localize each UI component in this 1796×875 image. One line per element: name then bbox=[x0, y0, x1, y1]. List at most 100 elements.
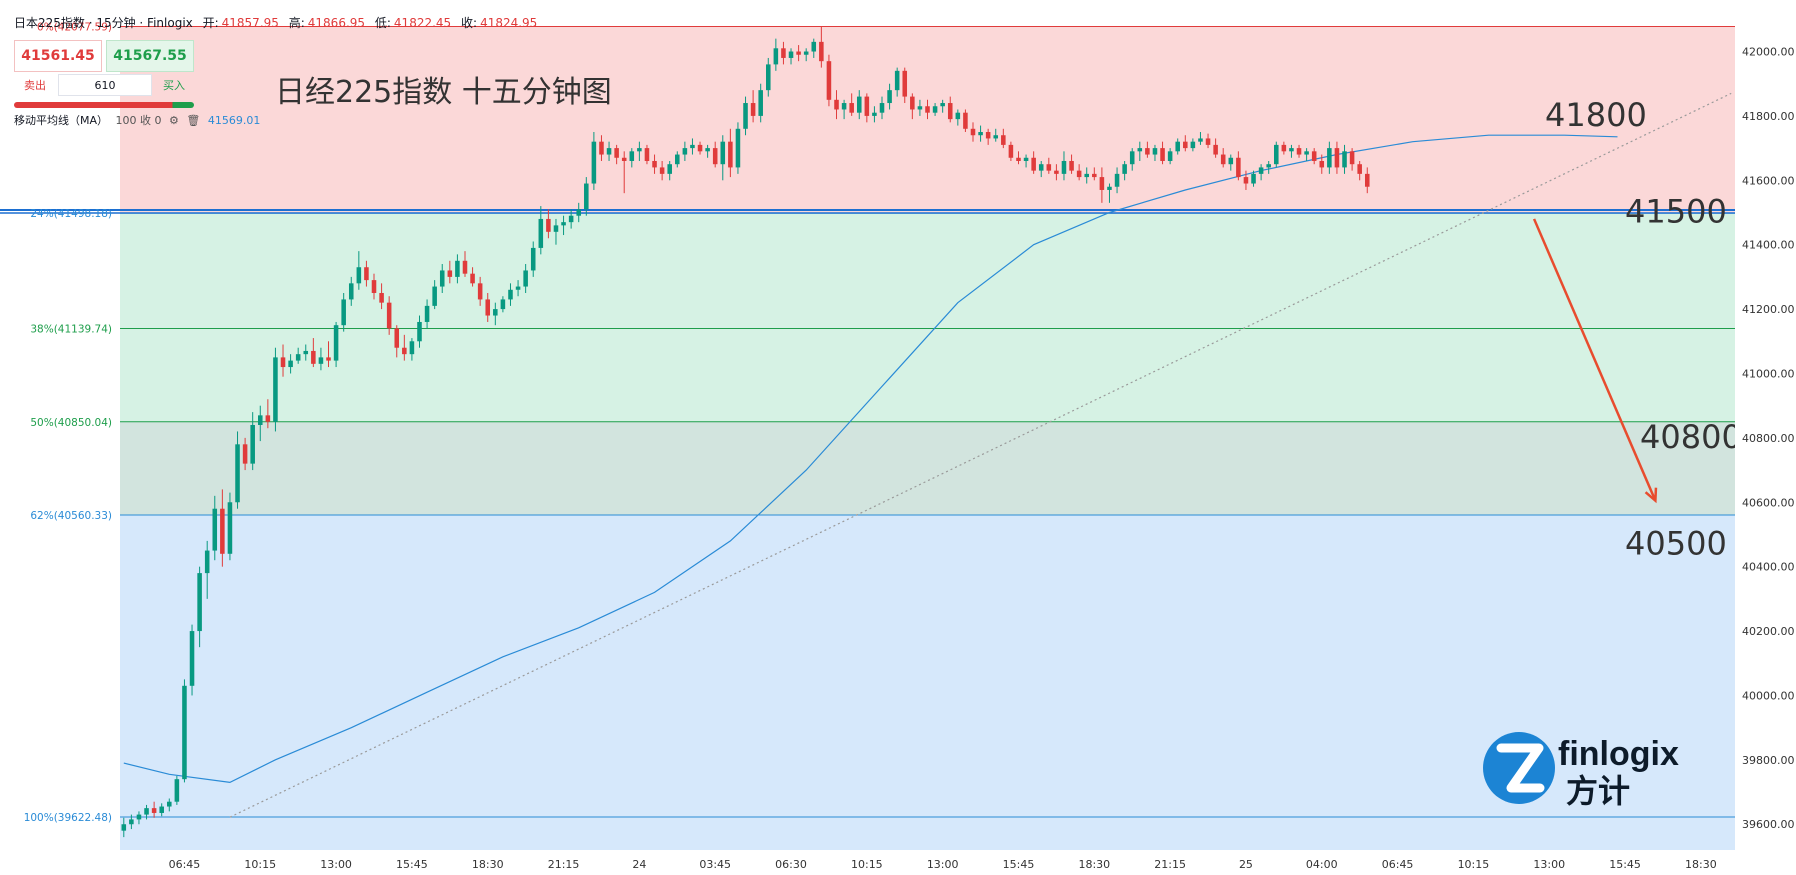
candle bbox=[584, 177, 589, 216]
logo-text-top: finlogix bbox=[1558, 735, 1679, 773]
candle-body bbox=[910, 96, 915, 110]
candle-body bbox=[902, 70, 908, 97]
candle bbox=[955, 109, 961, 126]
candle bbox=[371, 273, 377, 300]
candle bbox=[985, 128, 991, 145]
candle-body bbox=[485, 299, 491, 316]
symbol-name[interactable]: 日本225指数 · 15分钟 · Finlogix bbox=[14, 16, 193, 30]
x-tick-label: 21:15 bbox=[548, 858, 580, 871]
candle-body bbox=[1311, 151, 1317, 161]
candle bbox=[204, 540, 210, 599]
candle bbox=[508, 283, 513, 306]
candle-body bbox=[1122, 164, 1127, 174]
sell-price-button[interactable]: 41561.45 bbox=[14, 40, 102, 72]
forecast-arrow bbox=[1532, 218, 1657, 502]
candle bbox=[197, 566, 202, 648]
candle-body bbox=[189, 631, 195, 686]
candle-body bbox=[1099, 177, 1105, 190]
candle-body bbox=[1190, 141, 1196, 149]
candle-body bbox=[220, 508, 225, 554]
buy-price-button[interactable]: 41567.55 bbox=[106, 40, 194, 72]
candle bbox=[682, 141, 688, 161]
candle-body bbox=[257, 415, 263, 425]
candle-body bbox=[561, 222, 566, 226]
x-tick-label: 13:00 bbox=[927, 858, 959, 871]
candle bbox=[333, 321, 339, 368]
candle bbox=[500, 296, 506, 313]
candle-body bbox=[659, 167, 665, 174]
candle bbox=[546, 209, 551, 239]
candle bbox=[417, 315, 422, 348]
candle bbox=[257, 405, 263, 442]
candle bbox=[227, 492, 233, 561]
candle-body bbox=[523, 270, 528, 287]
candle-body bbox=[985, 132, 991, 139]
candle-body bbox=[1031, 157, 1036, 171]
candle-body bbox=[462, 260, 468, 274]
candle bbox=[781, 41, 786, 65]
candle-body bbox=[872, 112, 877, 116]
candle-body bbox=[599, 141, 604, 155]
candle bbox=[864, 93, 870, 123]
candle bbox=[1334, 141, 1340, 174]
candle-body bbox=[303, 350, 309, 355]
candle bbox=[394, 325, 400, 358]
candle-body bbox=[1145, 148, 1150, 155]
x-tick-label: 06:45 bbox=[169, 858, 201, 871]
quantity-input[interactable]: 610 bbox=[58, 74, 152, 96]
settings-icon[interactable]: ⚙ bbox=[169, 114, 179, 127]
candle bbox=[144, 804, 149, 820]
candle bbox=[477, 276, 483, 306]
candle bbox=[470, 267, 475, 287]
buy-button[interactable]: 买入 bbox=[163, 79, 185, 92]
candle bbox=[1243, 170, 1249, 190]
candle bbox=[1357, 160, 1362, 181]
logo-z-icon bbox=[1496, 743, 1545, 793]
indicator-name[interactable]: 移动平均线（MA） bbox=[14, 114, 109, 127]
candle bbox=[826, 54, 832, 107]
candle-body bbox=[834, 99, 839, 110]
candle-body bbox=[553, 225, 559, 232]
candle-body bbox=[1084, 173, 1089, 178]
candle bbox=[1167, 148, 1173, 165]
candle-body bbox=[477, 283, 483, 300]
candle-body bbox=[1334, 148, 1340, 168]
indicator-legend: 移动平均线（MA） 100 收 0 ⚙ 🗑 41569.01 bbox=[14, 112, 260, 128]
candle bbox=[341, 292, 346, 332]
candle-body bbox=[227, 502, 233, 554]
y-tick-label: 41400.00 bbox=[1742, 239, 1795, 252]
candle-body bbox=[356, 267, 362, 284]
candle-body bbox=[667, 164, 672, 174]
candle-body bbox=[432, 286, 437, 306]
sell-button[interactable]: 卖出 bbox=[24, 79, 46, 92]
candle-body bbox=[386, 302, 392, 329]
candle-body bbox=[1213, 144, 1218, 155]
candle bbox=[1069, 154, 1074, 174]
candle bbox=[167, 798, 172, 812]
candle-body bbox=[1220, 154, 1226, 165]
x-tick-label: 10:15 bbox=[1458, 858, 1490, 871]
candle bbox=[1145, 141, 1150, 158]
fib-label: 0%(42077.59) bbox=[37, 22, 112, 34]
candle-body bbox=[940, 103, 945, 107]
candle-body bbox=[273, 357, 278, 422]
candle bbox=[1281, 141, 1287, 155]
candle-body bbox=[326, 357, 331, 361]
candle-body bbox=[743, 103, 748, 129]
x-tick-label: 13:00 bbox=[1533, 858, 1565, 871]
delete-icon[interactable]: 🗑 bbox=[186, 114, 201, 127]
candle bbox=[189, 624, 195, 696]
candle-body bbox=[1167, 151, 1173, 161]
candle bbox=[690, 138, 695, 155]
candle-body bbox=[728, 141, 733, 168]
candle-body bbox=[568, 215, 574, 223]
candle bbox=[288, 354, 293, 374]
candle bbox=[318, 347, 324, 371]
candle-body bbox=[295, 354, 301, 361]
candle-body bbox=[606, 148, 612, 155]
candle bbox=[1175, 138, 1180, 155]
candle-body bbox=[1266, 164, 1271, 168]
candle bbox=[311, 338, 316, 368]
candle-body bbox=[1008, 144, 1014, 158]
